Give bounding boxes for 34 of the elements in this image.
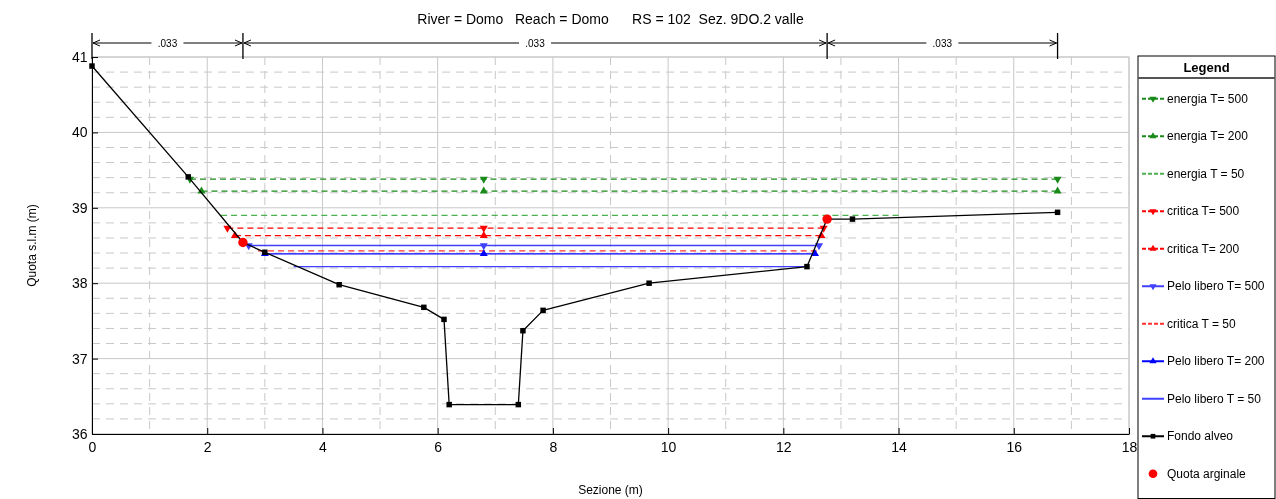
x-tick-label: 4 xyxy=(319,439,328,456)
text: .033 xyxy=(932,38,953,49)
legend-label: energia T= 200 xyxy=(1167,129,1249,144)
y-axis-title: Quota s.l.m (m) xyxy=(25,204,39,287)
x-tick-label: 8 xyxy=(549,439,558,456)
legend-label: Pelo libero T= 200 xyxy=(1167,354,1265,369)
legend-label: Quota arginale xyxy=(1167,466,1247,481)
x-tick-label: 10 xyxy=(660,439,677,456)
legend-title: Legend xyxy=(1183,60,1230,75)
chart-title: River = Domo Reach = Domo RS = 102 Sez. 9DO.2 valle xyxy=(417,11,804,27)
text: .033 xyxy=(157,38,178,49)
legend-label: Pelo libero T= 500 xyxy=(1167,279,1265,294)
legend-label: Fondo alveo xyxy=(1167,429,1234,444)
x-tick-label: 14 xyxy=(891,439,908,456)
legend-label: critica T= 200 xyxy=(1167,241,1240,256)
x-tick-label: 6 xyxy=(434,439,443,456)
x-tick-label: 2 xyxy=(203,439,212,456)
x-tick-label: 12 xyxy=(776,439,792,456)
legend-label: energia T= 500 xyxy=(1167,91,1249,106)
x-tick-label: 16 xyxy=(1006,439,1023,456)
y-tick-label: 40 xyxy=(72,124,88,141)
x-tick-label: 0 xyxy=(88,439,97,456)
legend-label: energia T = 50 xyxy=(1167,166,1245,181)
y-tick-label: 38 xyxy=(72,275,88,292)
legend-label: Pelo libero T = 50 xyxy=(1167,391,1262,406)
y-tick-label: 36 xyxy=(72,425,88,442)
x-tick-label: 18 xyxy=(1121,439,1138,456)
y-tick-label: 39 xyxy=(72,199,88,216)
text: .033 xyxy=(525,38,546,49)
y-tick-label: 37 xyxy=(72,350,88,367)
legend-label: critica T= 500 xyxy=(1167,204,1240,219)
x-axis-title: Sezione (m) xyxy=(578,483,643,497)
legend-label: critica T = 50 xyxy=(1167,316,1236,331)
y-tick-label: 41 xyxy=(72,48,88,65)
